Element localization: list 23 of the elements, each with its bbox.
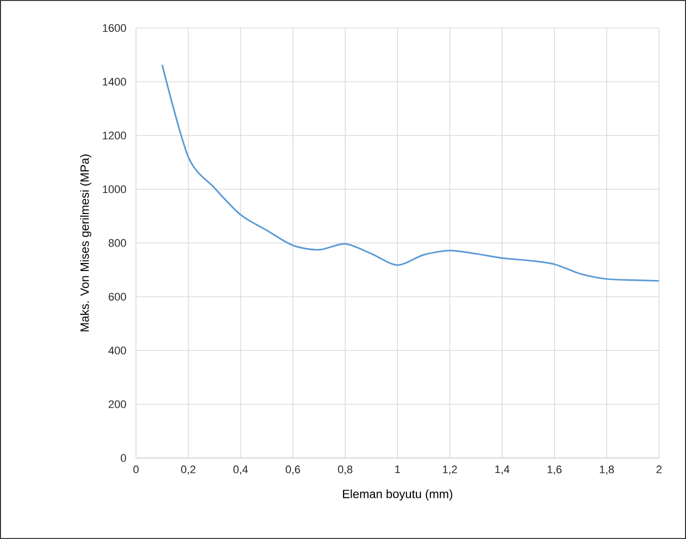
y-tick-label: 1400 [102, 78, 126, 86]
y-tick-label: 400 [108, 346, 126, 354]
x-tick-label: 0,2 [181, 466, 196, 475]
x-tick-label: 0,8 [338, 466, 352, 475]
x-tick-label: 1,2 [443, 466, 457, 475]
x-axis-title: Eleman boyutu (mm) [343, 489, 452, 501]
x-tick-label: 1 [395, 466, 400, 474]
x-tick-label: 0,6 [286, 466, 300, 475]
y-tick-label: 1000 [102, 185, 126, 194]
line-series [161, 64, 660, 282]
x-tick-label: 0 [133, 466, 139, 474]
y-tick-label: 200 [108, 400, 126, 408]
y-axis-title: Maks. Von Mises gerilmesi (MPa) [80, 154, 92, 332]
x-tick-label: 1,8 [600, 466, 614, 475]
x-tick-label: 1,6 [548, 466, 562, 475]
y-tick-label: 1600 [102, 24, 126, 32]
y-tick-label: 1200 [102, 132, 126, 140]
x-tick-label: 0,4 [233, 466, 248, 475]
y-tick-label: 600 [108, 292, 126, 301]
y-tick-label: 800 [108, 239, 126, 247]
x-tick-label: 2 [656, 466, 662, 474]
y-tick-label: 0 [120, 454, 126, 462]
x-tick-label: 1,4 [495, 466, 510, 474]
